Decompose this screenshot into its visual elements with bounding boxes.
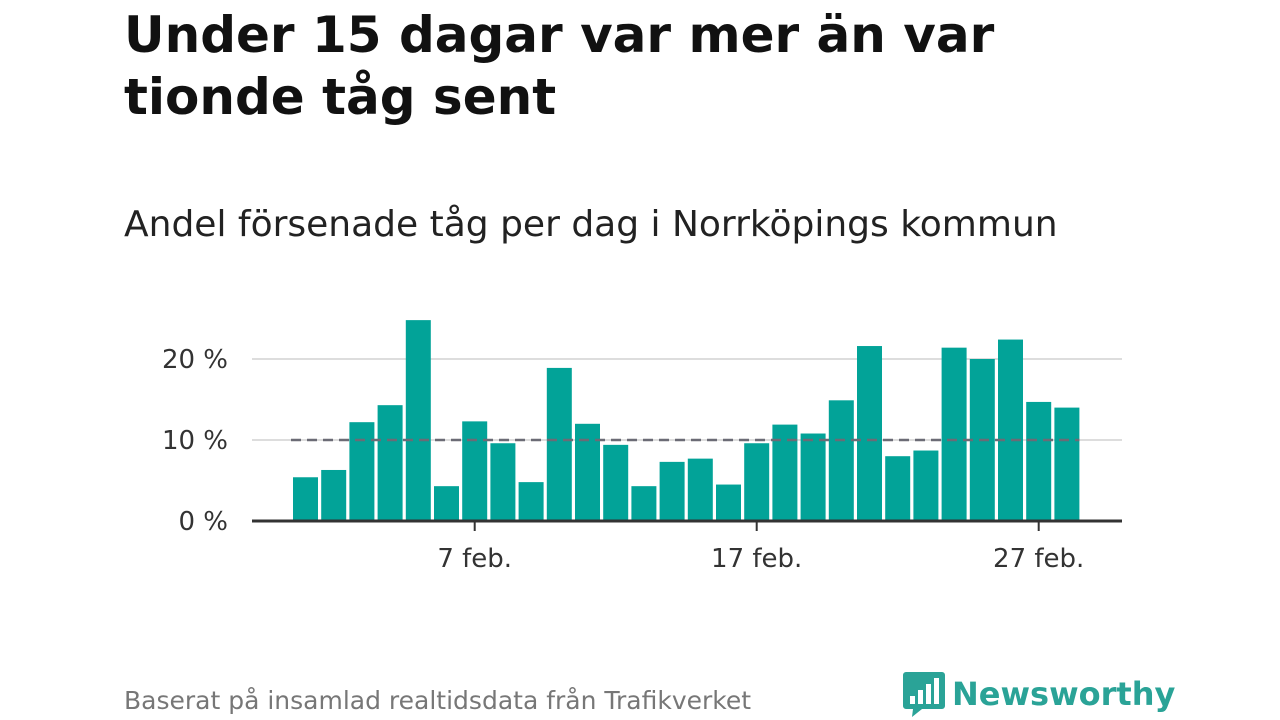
- x-tick-label: 27 feb.: [993, 544, 1084, 574]
- bar: [941, 347, 967, 521]
- bar: [546, 367, 572, 521]
- bar: [885, 456, 911, 521]
- bar: [349, 422, 375, 521]
- bar: [1026, 401, 1052, 521]
- brand-name: Newsworthy: [952, 675, 1176, 713]
- bar: [659, 461, 685, 521]
- source-note: Baserat på insamlad realtidsdata från Tr…: [124, 686, 752, 715]
- y-tick-label: 20 %: [162, 345, 228, 375]
- bar: [603, 444, 629, 521]
- chart-subtitle: Andel försenade tåg per dag i Norrköping…: [124, 204, 1058, 245]
- bar: [462, 421, 488, 521]
- bar: [405, 320, 431, 521]
- bar-chart-speech-bubble-icon: [903, 672, 945, 717]
- y-tick-label: 0 %: [178, 507, 228, 537]
- bar-chart: 0 % 10 % 20 % 7 feb. 17 feb. 27 feb.: [162, 320, 1122, 574]
- bar: [744, 443, 770, 521]
- chart-title: Under 15 dagar var mer än var tionde tåg…: [124, 6, 995, 126]
- bar: [321, 469, 347, 521]
- x-tick-label: 7 feb.: [437, 544, 512, 574]
- x-tick-label: 17 feb.: [711, 544, 802, 574]
- bar: [800, 433, 826, 521]
- bar: [631, 486, 657, 521]
- bar: [518, 482, 544, 521]
- bar: [293, 477, 318, 521]
- bar: [913, 450, 939, 521]
- bar: [377, 405, 403, 521]
- bar: [687, 458, 713, 521]
- bar: [1054, 407, 1080, 521]
- y-tick-label: 10 %: [162, 426, 228, 456]
- bar: [434, 486, 459, 521]
- bar: [575, 423, 600, 521]
- bar: [490, 443, 516, 521]
- bar: [998, 339, 1023, 521]
- newsworthy-logo: Newsworthy: [902, 670, 1175, 718]
- bar: [828, 400, 854, 521]
- bar: [857, 346, 882, 521]
- bar: [716, 484, 741, 521]
